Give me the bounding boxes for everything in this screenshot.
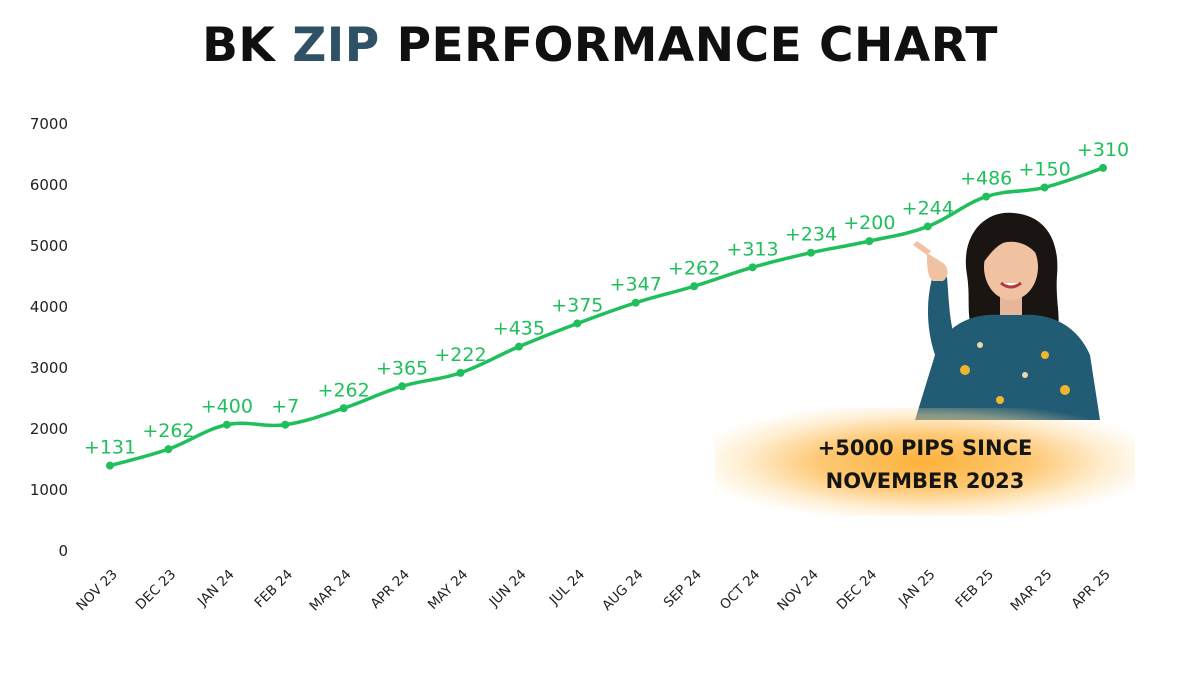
data-point — [106, 461, 114, 470]
chart-title: BK ZIP PERFORMANCE CHART — [0, 18, 1200, 73]
data-point — [1040, 183, 1049, 192]
y-tick-label: 5000 — [30, 237, 68, 255]
x-tick-label: SEP 24 — [661, 567, 705, 611]
data-point — [1099, 163, 1107, 172]
data-point — [398, 382, 407, 391]
data-point — [514, 342, 523, 351]
data-label: +234 — [785, 224, 837, 246]
data-label: +313 — [726, 238, 778, 260]
callout-glow — [715, 408, 1135, 516]
x-tick-label: AUG 24 — [599, 567, 646, 614]
title-part1: BK — [202, 18, 293, 73]
x-tick-label: JUL 24 — [546, 567, 588, 609]
data-label: +150 — [1018, 158, 1070, 180]
pips-callout: +5000 PIPS SINCE NOVEMBER 2023 — [715, 432, 1135, 498]
data-label: +375 — [551, 294, 603, 316]
x-tick-label: JUN 24 — [486, 567, 530, 611]
y-tick-label: 0 — [58, 542, 68, 560]
y-tick-label: 2000 — [30, 420, 68, 438]
data-label: +400 — [201, 396, 253, 418]
y-tick-label: 1000 — [30, 481, 68, 499]
x-tick-label: MAR 25 — [1008, 567, 1056, 615]
data-label: +200 — [843, 212, 895, 234]
x-tick-label: JAN 25 — [895, 567, 939, 611]
series-line — [108, 166, 1105, 468]
x-tick-label: NOV 24 — [774, 567, 822, 615]
data-label: +7 — [271, 396, 299, 418]
x-tick-label: MAR 24 — [307, 567, 355, 615]
y-tick-label: 7000 — [30, 115, 68, 133]
data-label: +365 — [376, 357, 428, 379]
data-label: +262 — [668, 257, 720, 279]
data-points — [106, 163, 1107, 470]
data-point — [281, 420, 290, 429]
x-tick-label: APR 25 — [1068, 567, 1113, 612]
x-axis: NOV 23 DEC 23 JAN 24 FEB 24 MAR 24 APR 24 MAY … — [73, 567, 1114, 615]
y-tick-label: 3000 — [30, 359, 68, 377]
data-label: +435 — [493, 318, 545, 340]
callout-line1: +5000 PIPS SINCE — [817, 436, 1033, 460]
data-point — [748, 263, 757, 272]
data-label: +222 — [434, 344, 486, 366]
x-tick-label: FEB 25 — [952, 567, 997, 612]
presenter-photo — [913, 212, 1100, 420]
data-label: +262 — [318, 379, 370, 401]
title-part2: PERFORMANCE CHART — [379, 18, 998, 73]
x-tick-label: DEC 24 — [834, 567, 881, 614]
data-point — [222, 420, 231, 429]
data-label: +131 — [84, 437, 136, 459]
data-labels: +131 +262 +400 +7 +262 +365 +222 +435 +375 +347 +2… — [84, 139, 1129, 459]
data-point — [339, 404, 348, 413]
x-tick-label: NOV 23 — [73, 567, 121, 615]
data-label: +486 — [960, 168, 1012, 190]
y-tick-label: 4000 — [30, 298, 68, 316]
data-point — [865, 237, 874, 246]
x-tick-label: APR 24 — [367, 567, 412, 612]
data-point — [631, 298, 640, 307]
data-point — [982, 192, 991, 201]
x-tick-label: MAY 24 — [425, 567, 471, 613]
data-label: +347 — [610, 274, 662, 296]
data-point — [164, 445, 173, 454]
x-tick-label: FEB 24 — [251, 567, 296, 612]
y-tick-label: 6000 — [30, 176, 68, 194]
callout-line2: NOVEMBER 2023 — [825, 469, 1025, 493]
data-point — [806, 248, 815, 257]
title-accent: ZIP — [292, 18, 380, 73]
data-label: +244 — [902, 197, 954, 219]
data-point — [456, 368, 465, 377]
x-tick-label: OCT 24 — [717, 567, 764, 614]
data-point — [573, 319, 582, 328]
data-label: +310 — [1077, 139, 1129, 161]
x-tick-label: DEC 23 — [133, 567, 180, 614]
x-tick-label: JAN 24 — [194, 567, 238, 611]
data-point — [923, 222, 932, 231]
y-axis: 0 1000 2000 3000 4000 5000 6000 7000 — [30, 115, 68, 560]
data-label: +262 — [142, 420, 194, 442]
data-point — [690, 282, 699, 291]
